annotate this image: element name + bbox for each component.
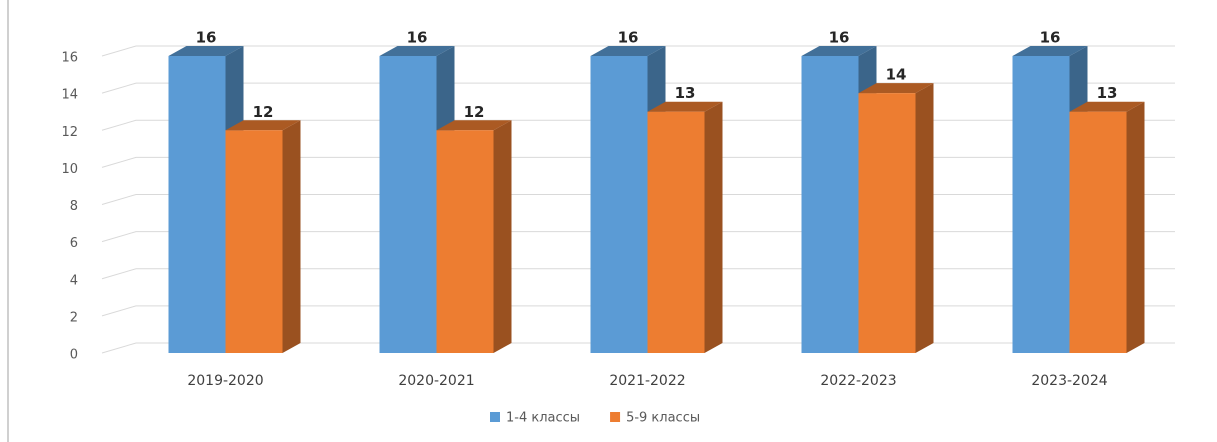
y-tick-label: 8 (70, 199, 78, 214)
y-tick-label: 10 (61, 162, 78, 177)
bar-top (858, 83, 934, 94)
bar (436, 130, 494, 353)
data-label: 16 (618, 29, 639, 47)
bar-top (1012, 46, 1088, 56)
x-tick-label: 2020-2021 (398, 373, 474, 389)
x-tick-label: 2022-2023 (820, 373, 896, 389)
legend-label: 5-9 классы (626, 411, 700, 426)
data-label: 16 (1040, 29, 1061, 47)
bar-top (647, 101, 723, 112)
data-label: 16 (829, 29, 850, 47)
y-tick-label: 16 (61, 51, 78, 66)
data-label: 14 (886, 66, 907, 84)
y-tick-label: 2 (70, 310, 78, 325)
x-tick-label: 2019-2020 (187, 373, 263, 389)
data-label: 12 (253, 103, 274, 121)
bar-top (801, 46, 877, 56)
bar-top (225, 120, 301, 131)
x-tick-label: 2023-2024 (1031, 373, 1107, 389)
y-tick-label: 6 (70, 236, 78, 251)
data-label: 16 (196, 29, 217, 47)
data-label: 13 (1097, 84, 1118, 102)
bar (858, 93, 916, 353)
bar-top (1069, 101, 1145, 112)
legend-swatch (490, 412, 500, 422)
bar (1069, 111, 1127, 353)
y-tick-label: 14 (61, 88, 78, 103)
bar (1012, 56, 1070, 353)
y-tick-label: 4 (70, 273, 78, 288)
bar-side (704, 101, 723, 353)
bar-top (379, 46, 455, 56)
legend-swatch (610, 412, 621, 422)
bar-side (493, 120, 512, 353)
data-label: 13 (675, 84, 696, 102)
bar (647, 111, 705, 353)
bar-top (168, 46, 244, 56)
bar-side (282, 120, 301, 353)
data-label: 16 (407, 29, 428, 47)
data-label: 12 (464, 103, 485, 121)
bar (590, 56, 648, 353)
bar (168, 56, 226, 353)
bar-top (436, 120, 512, 131)
y-tick-label: 12 (61, 125, 78, 140)
x-tick-label: 2021-2022 (609, 373, 685, 389)
legend-label: 1-4 классы (506, 411, 580, 426)
bar-side (1126, 101, 1145, 353)
bar (379, 56, 437, 353)
bar-top (590, 46, 666, 56)
bar (225, 130, 283, 353)
bar-side (915, 83, 934, 353)
y-tick-label: 0 (70, 348, 78, 363)
bar (801, 56, 859, 353)
